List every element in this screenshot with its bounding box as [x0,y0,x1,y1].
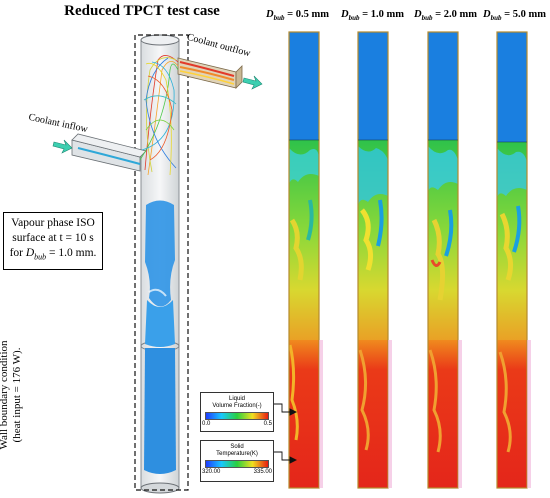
wall-label-line-1: Wall boundary condition [0,340,10,450]
sim-column-2 [427,31,459,489]
coolant-inflow-duct [52,133,147,172]
legend-solid-max: 335.00 [253,469,272,475]
streamlines [139,55,179,176]
legend-solid-temperature: Solid Temperature(K) 320.00 335.00 [200,440,274,482]
legend-liquid-min: 0.0 [202,421,211,427]
coolant-outflow-duct [177,57,263,90]
sim-column-1 [357,31,389,489]
legend-pointers [272,403,298,464]
column-header-1: Dbub = 1.0 mm [341,9,404,23]
legend-liquid-colorbar [205,412,269,420]
figure-title: Reduced TPCT test case [64,3,220,19]
column-header-3: Dbub = 5.0 mm [483,9,546,23]
iso-line-1: Vapour phase ISO [11,217,95,229]
legend-solid-min: 320.00 [202,469,221,475]
iso-line-2: surface at t = 10 s [12,232,94,244]
wall-label-line-2: (heat input = 176 W). [11,347,23,443]
tpct-pipe [134,34,189,494]
legend-liquid-max: 0.5 [263,421,272,427]
sim-column-3 [496,31,528,489]
legend-solid-title: Solid Temperature(K) [216,444,258,457]
sim-column-0 [288,31,320,489]
legend-liquid-volume-fraction: Liquid Volume Fraction(-) 0.0 0.5 [200,392,274,432]
legend-solid-ticks: 320.00 335.00 [202,469,272,475]
iso-line-3: for Dbub = 1.0 mm. [9,247,97,262]
column-header-2: Dbub = 2.0 mm [414,9,477,23]
legend-liquid-title: Liquid Volume Fraction(-) [212,396,262,409]
column-header-0: Dbub = 0.5 mm [266,9,329,23]
legend-liquid-ticks: 0.0 0.5 [202,421,272,427]
vapour-iso-annotation: Vapour phase ISO surface at t = 10 s for… [3,212,103,270]
simulation-columns [288,31,531,489]
legend-solid-colorbar [205,460,269,468]
